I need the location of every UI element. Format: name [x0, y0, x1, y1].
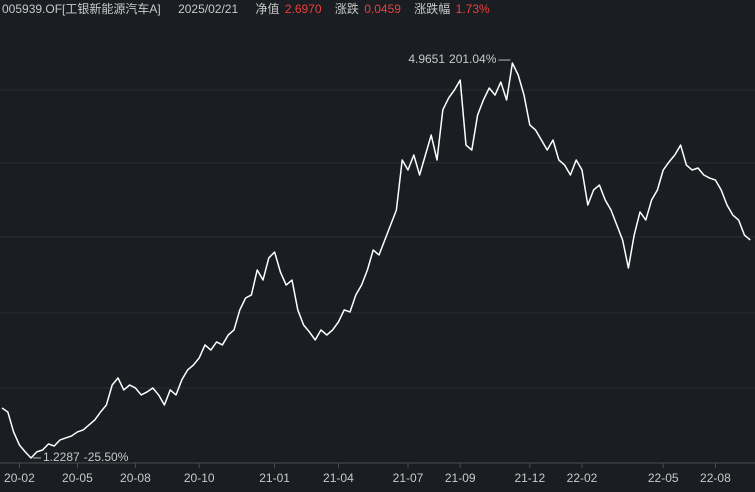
x-tick-label: 22-05 [648, 471, 679, 485]
x-tick-label: 20-05 [62, 471, 93, 485]
x-tick-label: 22-02 [567, 471, 598, 485]
nav-line [1, 62, 751, 459]
nav: 2.6970 [285, 2, 322, 16]
x-tick-label: 22-08 [700, 471, 731, 485]
x-tick-label: 21-01 [259, 471, 290, 485]
max-label: 4.9651 201.04% [408, 52, 496, 66]
change-label: 涨跌 [335, 1, 359, 16]
x-tick-label: 21-04 [323, 471, 354, 485]
x-tick-label: 21-12 [514, 471, 545, 485]
pct-label: 涨跌幅 [414, 1, 450, 16]
max-value: 4.9651 [408, 52, 445, 66]
x-tick-label: 21-07 [393, 471, 424, 485]
pct: 1.73% [456, 2, 490, 16]
x-tick-label: 20-10 [184, 471, 215, 485]
nav-label: 净值 [255, 1, 279, 16]
min-value: 1.2287 [43, 450, 80, 464]
fund-code: 005939.OF[工银新能源汽车A] [2, 1, 161, 16]
x-tick-label: 20-08 [120, 471, 151, 485]
change: 0.0459 [364, 2, 401, 16]
date: 2025/02/21 [178, 2, 238, 16]
min-label: 1.2287 -25.50% [43, 450, 129, 464]
x-tick-label: 21-09 [445, 471, 476, 485]
min-change: -25.50% [84, 450, 129, 464]
x-tick-label: 20-02 [4, 471, 35, 485]
max-change: 201.04% [449, 52, 497, 66]
header: 005939.OF[工银新能源汽车A] 2025/02/21 净值 2.6970… [2, 1, 490, 16]
